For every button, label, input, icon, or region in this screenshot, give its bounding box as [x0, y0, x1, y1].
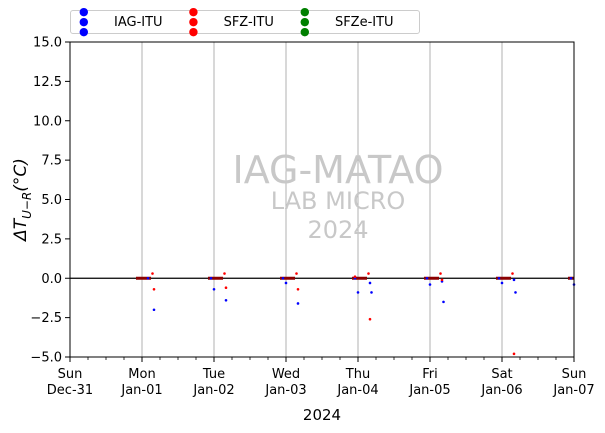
watermark-line-2: LAB MICRO [271, 187, 406, 215]
data-point [209, 276, 213, 280]
legend-entry-sfz-itu: ● ● ● SFZ-ITU [188, 5, 274, 38]
data-point [353, 275, 357, 278]
x-gridlines [141, 42, 503, 357]
y-tick-label: 15.0 [33, 36, 62, 51]
baseline-band [208, 276, 223, 280]
data-point [356, 291, 360, 294]
legend-label-sfze-itu: SFZe-ITU [334, 14, 394, 30]
data-point [569, 276, 573, 280]
y-tick-label: −5.0 [30, 351, 62, 366]
data-point [151, 272, 154, 275]
x-tick-label-day: Wed [272, 367, 300, 382]
y-tick-label: 12.5 [33, 75, 62, 90]
data-point [514, 291, 517, 294]
legend-label-iag-itu: IAG-ITU [114, 14, 163, 30]
data-point [511, 272, 514, 275]
y-tick-label: −2.5 [30, 311, 62, 326]
legend-marker-green-dots: ● ● ● [299, 5, 312, 38]
x-tick-label-date: Jan-02 [192, 383, 234, 398]
x-tick-label-date: Dec-31 [47, 383, 93, 398]
y-tick-label: 5.0 [41, 193, 62, 208]
watermark-line-3: 2024 [307, 216, 368, 244]
data-point [440, 278, 444, 282]
baseline-band [352, 276, 367, 280]
data-point [296, 287, 300, 291]
y-tick-label: 2.5 [41, 232, 62, 247]
baseline-band [424, 276, 439, 280]
y-tick-label: 0.0 [41, 272, 62, 287]
data-point [281, 276, 285, 280]
data-point [152, 308, 156, 312]
data-point [370, 291, 373, 294]
data-point [146, 276, 150, 280]
data-point [223, 272, 226, 275]
y-tick-label: 10.0 [33, 114, 62, 129]
x-tick-label-day: Thu [345, 367, 370, 382]
legend-entry-iag-itu: ● ● ● IAG-ITU [79, 5, 163, 38]
data-point [512, 352, 516, 356]
data-point [212, 287, 216, 291]
data-point [224, 286, 228, 290]
legend-label-sfz-itu: SFZ-ITU [223, 14, 274, 30]
x-tick-label-date: Jan-01 [120, 383, 162, 398]
data-point [497, 276, 501, 280]
baseline-band [280, 276, 295, 280]
legend-marker-red-dots: ● ● ● [188, 5, 201, 38]
x-tick-label-date: Jan-06 [480, 383, 522, 398]
data-point [500, 281, 504, 285]
data-point [284, 281, 288, 285]
data-point [512, 278, 516, 282]
baseline-band [136, 276, 151, 280]
legend: ● ● ● IAG-ITU ● ● ● SFZ-ITU ● ● ● SFZe-I… [70, 5, 420, 38]
data-point [439, 272, 442, 275]
x-tick-label-day: Sun [58, 367, 83, 382]
data-point [368, 317, 372, 321]
y-axis-label-sub: U−R [20, 192, 34, 219]
data-point [296, 302, 300, 305]
y-axis-label: ΔTU−R(°C) [11, 158, 34, 243]
legend-entry-sfze-itu: ● ● ● SFZe-ITU [299, 5, 394, 38]
data-point [224, 299, 228, 302]
data-point [295, 272, 298, 275]
x-tick-label-day: Fri [422, 367, 438, 382]
watermark: IAG-MATAO LAB MICRO 2024 [232, 148, 443, 244]
x-tick-label-day: Sun [562, 367, 587, 382]
x-tick-label-day: Sat [491, 367, 512, 382]
x-tick-label-day: Mon [128, 367, 155, 382]
x-tick-label-date: Jan-03 [264, 383, 306, 398]
baseline-band [496, 276, 511, 280]
data-points [146, 272, 576, 356]
y-tick-label: 7.5 [41, 154, 62, 169]
data-point [442, 300, 445, 304]
y-axis-label-main: ΔT [11, 217, 31, 243]
data-point [368, 281, 372, 285]
x-tick-label-day: Tue [202, 367, 225, 382]
x-tick-label-date: Jan-04 [336, 383, 378, 398]
data-point [152, 287, 156, 291]
y-axis-ticks: −5.0 −2.5 0.0 2.5 5.0 7.5 10.0 12.5 15.0 [30, 36, 70, 366]
x-tick-label-date: Jan-05 [408, 383, 450, 398]
watermark-line-1: IAG-MATAO [232, 148, 443, 192]
x-axis-ticks: SunDec-31MonJan-01TueJan-02WedJan-03ThuJ… [47, 357, 595, 398]
y-axis-label-unit: (°C) [11, 158, 31, 192]
data-point [367, 272, 370, 275]
data-point [425, 276, 429, 280]
x-tick-label-date: Jan-07 [552, 383, 594, 398]
data-point [428, 283, 432, 286]
legend-marker-blue-dots: ● ● ● [79, 5, 91, 38]
x-axis-label: 2024 [303, 406, 341, 424]
